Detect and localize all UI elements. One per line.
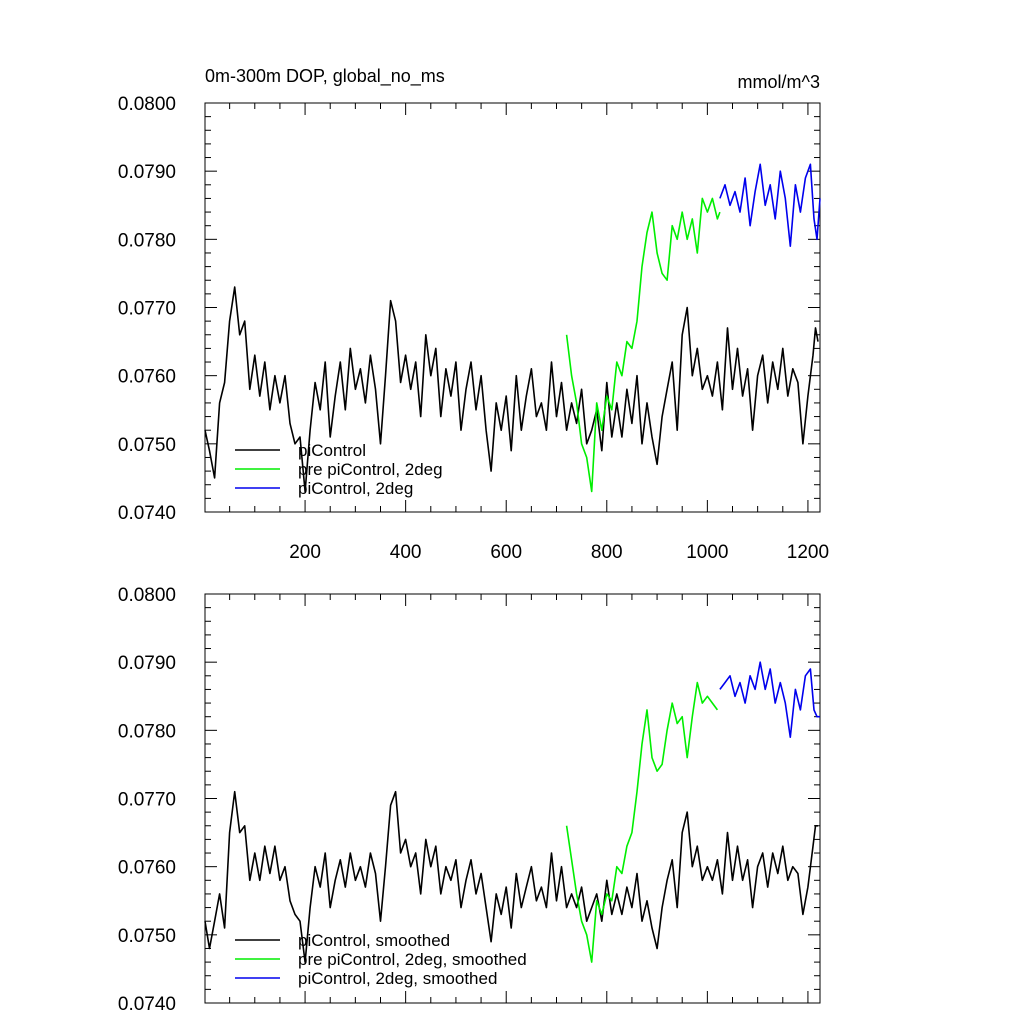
x-tick-label: 800 <box>591 542 623 563</box>
x-tick-label: 400 <box>390 542 422 563</box>
units-label: mmol/m^3 <box>738 72 820 92</box>
series-line-0 <box>204 790 818 963</box>
y-tick-label: 0.0770 <box>118 790 176 811</box>
series-line-0 <box>204 286 819 493</box>
y-tick-label: 0.0750 <box>118 435 176 456</box>
legend-label: piControl, 2deg, smoothed <box>298 969 497 988</box>
y-tick-label: 0.0780 <box>118 721 176 742</box>
y-tick-label: 0.0760 <box>118 858 176 879</box>
series-line-1 <box>565 681 719 963</box>
y-tick-label: 0.0780 <box>118 230 176 251</box>
legend-label: piControl, smoothed <box>298 931 450 950</box>
y-tick-label: 0.0790 <box>118 653 176 674</box>
y-tick-label: 0.0740 <box>118 503 176 524</box>
series-line-2 <box>719 661 820 738</box>
x-tick-label: 1200 <box>787 542 829 563</box>
series-line-1 <box>565 197 721 493</box>
y-tick-label: 0.0790 <box>118 162 176 183</box>
legend-label: piControl <box>298 441 366 460</box>
y-tick-label: 0.0770 <box>118 299 176 320</box>
x-tick-label: 200 <box>289 542 321 563</box>
top-panel: 0.0740 0.0750 0.0760 0.0770 0.0780 0.0790 0.08… <box>118 66 829 563</box>
legend-label: piControl, 2deg <box>298 479 413 498</box>
bottom-panel: 0.0740 0.0750 0.0760 0.0770 0.0780 0.0790 0.08… <box>118 585 821 1015</box>
x-tick-label: 1000 <box>686 542 728 563</box>
legend-label: pre piControl, 2deg, smoothed <box>298 950 527 969</box>
legend-label: pre piControl, 2deg <box>298 460 443 479</box>
y-tick-label: 0.0800 <box>118 94 176 115</box>
y-tick-label: 0.0800 <box>118 585 176 606</box>
y-tick-label: 0.0740 <box>118 994 176 1015</box>
series-line-2 <box>719 163 821 247</box>
chart-title: 0m-300m DOP, global_no_ms <box>205 66 445 87</box>
x-tick-label: 600 <box>490 542 522 563</box>
y-tick-label: 0.0750 <box>118 926 176 947</box>
y-tick-label: 0.0760 <box>118 367 176 388</box>
